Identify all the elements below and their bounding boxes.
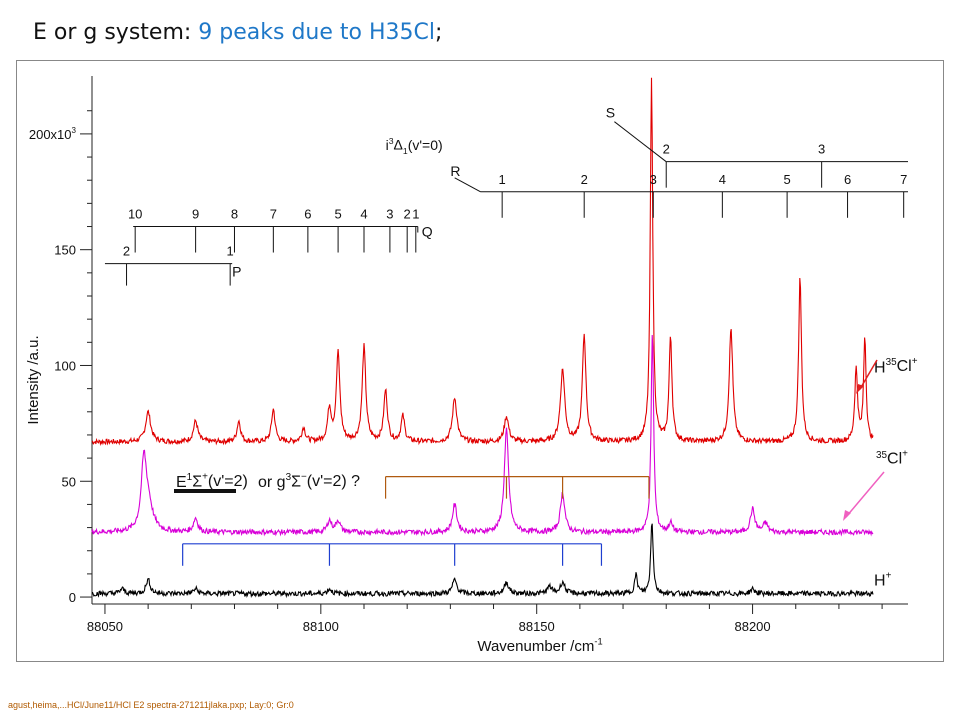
series-line-1: [91, 334, 874, 537]
state-label-e-sigma: E1Σ+(v'=2): [176, 471, 248, 491]
title-prefix: E or g system:: [33, 20, 199, 45]
branch-r-number: 5: [783, 172, 790, 187]
branch-r-number: 3: [650, 172, 657, 187]
branch-r-label: R: [450, 163, 460, 179]
x-tick-label: 88100: [303, 619, 339, 634]
chart-frame: [16, 60, 944, 662]
state-label-i3delta: i3Δ1(v'=0): [386, 136, 443, 156]
y-axis-label: Intensity /a.u.: [25, 335, 42, 424]
branch-q-number: 8: [231, 207, 238, 222]
branch-s-number: 3: [818, 142, 825, 157]
state-label-g-sigma: or g3Σ−(v'=2) ?: [258, 471, 360, 491]
branch-q-number: 9: [192, 207, 199, 222]
spectrum-chart: 0 50 100 150 200x103 88050 88100 88150 88200 Wave…: [25, 76, 918, 655]
branch-s-diag: [614, 121, 667, 163]
branch-r-number: 4: [719, 172, 726, 187]
branch-r-number: 1: [499, 172, 506, 187]
y-tick-label: 200x103: [29, 126, 77, 142]
x-tick-label: 88150: [519, 619, 555, 634]
branch-q-number: 2: [404, 207, 411, 222]
y-tick-label: 100: [54, 358, 76, 373]
branch-p-label: P: [232, 264, 241, 280]
branch-p-number: 2: [123, 244, 130, 259]
branch-q-number: 4: [360, 207, 367, 222]
branch-q-label: Q: [422, 224, 433, 240]
branch-q-number: 7: [270, 207, 277, 222]
branch-r-number: 6: [844, 172, 851, 187]
arrow-h35cl: [859, 359, 878, 390]
x-tick-label: 88200: [734, 619, 770, 634]
title-suffix: ;: [435, 20, 443, 45]
arrowhead-h35cl: [856, 384, 864, 394]
branch-r-number: 2: [581, 172, 588, 187]
x-axis-label: Wavenumber /cm-1: [477, 636, 602, 655]
branch-p-number: 1: [227, 244, 234, 259]
series-label-1: 35Cl+: [876, 449, 908, 468]
arrowhead-cl35: [843, 510, 851, 521]
title-highlight: 9 peaks due to H35Cl: [198, 20, 435, 45]
footer-path: agust,heima,...HCl/June11/HCl E2 spectra…: [8, 700, 294, 710]
y-tick-label: 0: [69, 590, 76, 605]
y-tick-label: 150: [54, 243, 76, 258]
slide-title: E or g system: 9 peaks due to H35Cl;: [33, 20, 442, 45]
arrow-cl35: [845, 471, 885, 518]
series-line-2: [92, 523, 874, 599]
branch-q-number: 10: [128, 207, 142, 222]
branch-r-diag: [454, 177, 481, 193]
x-tick-label: 88050: [87, 619, 123, 634]
series-line-0: [91, 77, 874, 447]
branch-q-number: 5: [334, 207, 341, 222]
series-label-0: H35Cl+: [874, 356, 918, 377]
branch-s-number: 2: [663, 142, 670, 157]
e-state-underline: [174, 489, 236, 493]
branch-q-number: 1: [412, 207, 419, 222]
branch-r-number: 7: [900, 172, 907, 187]
branch-q-number: 3: [386, 207, 393, 222]
y-tick-label: 50: [62, 474, 76, 489]
branch-s-label: S: [606, 105, 615, 121]
series-label-2: H+: [874, 570, 892, 589]
branch-q-number: 6: [304, 207, 311, 222]
